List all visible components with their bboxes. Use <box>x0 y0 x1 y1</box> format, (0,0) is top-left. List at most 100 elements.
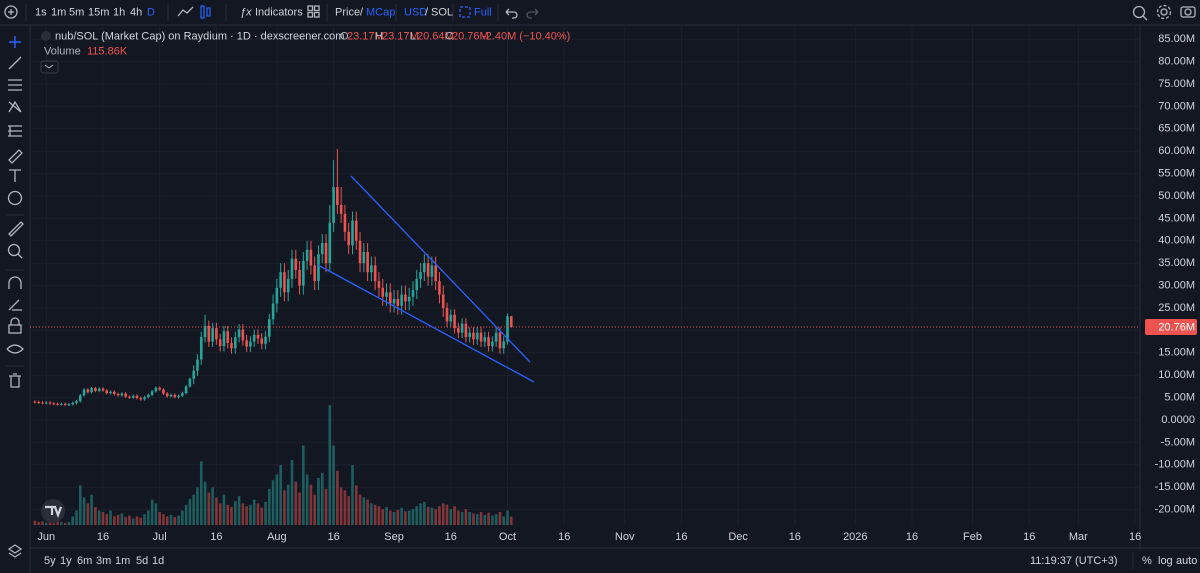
lock-tool[interactable] <box>8 324 22 334</box>
undo-button[interactable] <box>505 8 518 19</box>
icon-part <box>313 5 320 12</box>
magnet-tool[interactable] <box>8 276 22 289</box>
range-button[interactable]: 3m <box>96 555 111 567</box>
volume-bar <box>358 494 362 525</box>
object-tree[interactable] <box>7 544 23 558</box>
interval-button[interactable]: 1s <box>35 6 47 18</box>
ohlc-value: 20.64M <box>417 30 454 42</box>
volume-name: Volume <box>44 45 81 57</box>
full-toggle[interactable]: Full <box>474 6 492 18</box>
interval-button[interactable]: 5m <box>69 6 84 18</box>
volume-bar <box>298 492 301 525</box>
brush-tool[interactable] <box>8 149 23 164</box>
volume-bar <box>351 465 354 525</box>
candle-body <box>381 287 385 297</box>
text-tool[interactable] <box>9 169 21 182</box>
layout-icon[interactable] <box>307 5 314 12</box>
emoji-tool[interactable] <box>7 190 23 206</box>
trendline-tool[interactable] <box>8 56 22 70</box>
volume-bar <box>233 501 237 525</box>
y-tick-label: -5.00M <box>1161 436 1195 448</box>
candle-body <box>143 397 146 400</box>
volume-bar <box>290 460 294 525</box>
stay-drawing-tool[interactable] <box>8 299 22 311</box>
range-button[interactable]: 1m <box>115 555 130 567</box>
log-toggle[interactable]: log <box>1158 555 1173 567</box>
delete-tool[interactable] <box>9 373 21 388</box>
candle-body <box>177 395 180 398</box>
candle-icon[interactable] <box>200 5 205 19</box>
add-symbol-icon[interactable] <box>4 5 18 19</box>
range-button[interactable]: 5y <box>44 555 56 567</box>
range-button[interactable]: 1y <box>60 555 72 567</box>
interval-group: 1s 1m 5m 15m 1h 4h D <box>35 6 155 18</box>
candle-body <box>181 393 184 396</box>
sol-toggle[interactable]: SOL <box>431 6 453 18</box>
volume-bar <box>400 507 403 525</box>
settings-icon[interactable] <box>1160 8 1168 16</box>
usd-toggle[interactable]: USD <box>404 6 427 18</box>
y-tick-label: 65.00M <box>1158 123 1195 135</box>
volume-bar <box>423 501 426 525</box>
interval-button[interactable]: 1h <box>113 6 125 18</box>
candle-body <box>475 332 479 340</box>
y-tick-label: 0.0000 <box>1161 414 1195 426</box>
screenshot-icon[interactable] <box>1180 6 1196 18</box>
crosshair-tool[interactable] <box>9 36 21 48</box>
candle-body <box>339 204 343 214</box>
interval-button[interactable]: D <box>147 6 155 18</box>
y-tick-label: -10.00M <box>1155 459 1195 471</box>
trend-line[interactable] <box>350 175 531 363</box>
volume-bar <box>419 503 422 525</box>
candle-body <box>56 403 59 405</box>
candle-body <box>162 389 165 394</box>
icon-part <box>206 7 211 17</box>
ruler-tool[interactable] <box>8 221 24 237</box>
interval-button[interactable]: 1m <box>51 6 66 18</box>
candle-body <box>113 391 116 395</box>
separator: / <box>425 6 429 18</box>
volume-bar <box>385 506 388 525</box>
volume-bar <box>44 522 48 525</box>
chart-type-icon[interactable] <box>177 6 194 17</box>
candle-body <box>502 341 506 349</box>
percent-toggle[interactable]: % <box>1142 555 1152 567</box>
volume-bar <box>60 522 63 525</box>
x-tick-label: 16 <box>97 531 109 543</box>
projection-tool[interactable] <box>8 125 22 137</box>
icon-part <box>1142 15 1148 21</box>
search-icon[interactable] <box>1132 5 1146 19</box>
volume-bar <box>294 481 298 525</box>
candle-body <box>385 292 388 297</box>
interval-button[interactable]: 4h <box>130 6 142 18</box>
icon-part <box>44 64 54 69</box>
y-tick-label: 10.00M <box>1158 369 1195 381</box>
pattern-tool[interactable] <box>8 100 22 113</box>
volume-bar <box>260 507 264 525</box>
symbol-title: nub/SOL (Market Cap) on Raydium · 1D · d… <box>55 30 344 42</box>
candle-body <box>388 292 392 304</box>
candle-body <box>294 258 298 270</box>
fib-tool[interactable] <box>8 79 22 91</box>
volume-bar <box>139 517 143 525</box>
trend-line[interactable] <box>317 264 535 383</box>
interval-button[interactable]: 15m <box>88 6 109 18</box>
volume-bar <box>430 507 434 525</box>
volume-bar <box>173 517 177 525</box>
hide-tool[interactable] <box>6 344 24 354</box>
redo-button[interactable] <box>526 8 539 19</box>
zoom-tool[interactable] <box>7 243 21 257</box>
candle-body <box>320 243 324 255</box>
price-toggle[interactable]: Price <box>335 6 360 18</box>
volume-bar <box>71 516 75 525</box>
range-button[interactable]: 1d <box>152 555 164 567</box>
auto-toggle[interactable]: auto <box>1176 555 1197 567</box>
collapse-legend[interactable] <box>40 60 59 74</box>
candle-body <box>464 323 468 338</box>
range-button[interactable]: 6m <box>77 555 92 567</box>
range-button[interactable]: 5d <box>136 555 148 567</box>
volume-bar <box>56 521 59 525</box>
mcap-toggle[interactable]: MCap <box>366 6 395 18</box>
indicators-button[interactable]: Indicators <box>255 6 303 18</box>
candle-body <box>449 314 453 322</box>
